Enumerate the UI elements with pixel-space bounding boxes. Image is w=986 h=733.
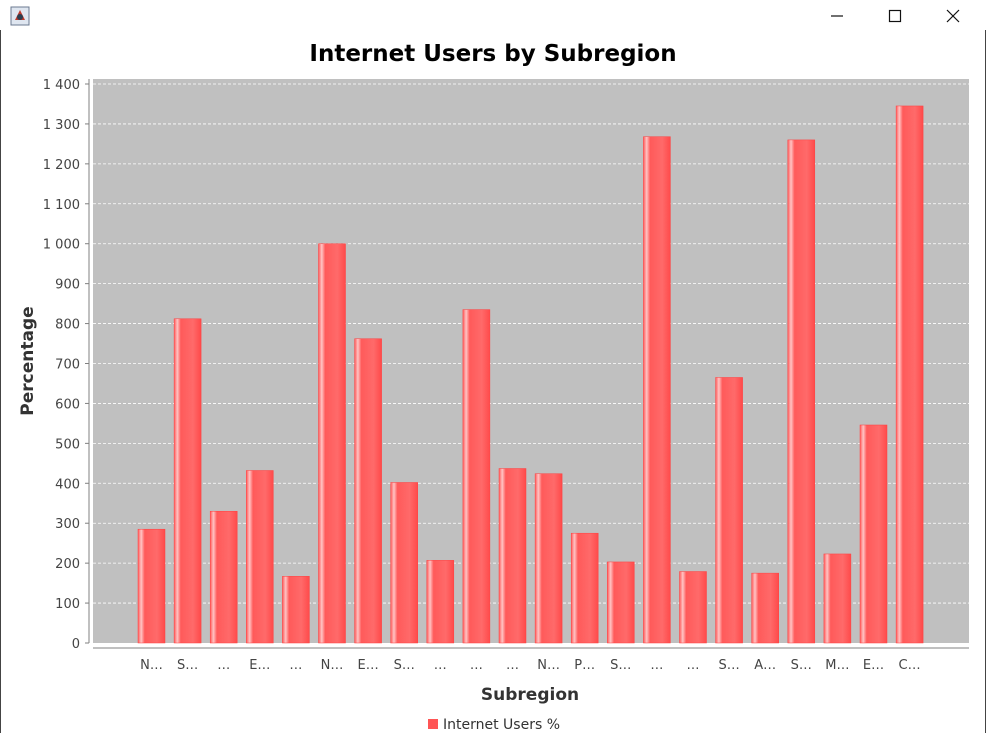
window-left-border bbox=[0, 30, 1, 733]
x-axis-ticks: N… S… … E… … N… E… S… … … … N… P… S… … … S… A… S… M… E… C… bbox=[140, 658, 921, 673]
plot-area bbox=[93, 79, 969, 643]
close-button[interactable] bbox=[924, 0, 982, 32]
maximize-icon bbox=[888, 9, 902, 23]
bar[interactable] bbox=[137, 528, 166, 644]
x-tick-label: N… bbox=[140, 658, 163, 673]
y-tick-label: 100 bbox=[55, 597, 80, 612]
bar[interactable] bbox=[354, 338, 382, 644]
x-tick-label: … bbox=[506, 658, 519, 673]
minimize-icon bbox=[831, 15, 843, 17]
x-tick-label: E… bbox=[357, 658, 378, 673]
x-tick-label: S… bbox=[394, 658, 415, 673]
bar[interactable] bbox=[751, 572, 779, 644]
y-tick-label: 900 bbox=[55, 278, 80, 293]
y-tick-label: 1 300 bbox=[43, 118, 80, 133]
x-tick-label: N… bbox=[321, 658, 344, 673]
bar[interactable] bbox=[679, 571, 707, 644]
x-tick-label: … bbox=[687, 658, 700, 673]
legend-swatch bbox=[428, 719, 438, 729]
x-tick-label: S… bbox=[791, 658, 812, 673]
y-tick-label: 300 bbox=[55, 517, 80, 532]
y-axis-ticks: 0 100 200 300 400 500 600 700 800 900 1 000 1 100 1 … bbox=[43, 78, 89, 652]
x-tick-label: … bbox=[217, 658, 230, 673]
gridlines bbox=[93, 83, 969, 604]
bar[interactable] bbox=[643, 136, 671, 644]
y-tick-label: 0 bbox=[72, 637, 80, 652]
title-bar[interactable] bbox=[0, 0, 986, 32]
y-tick-label: 1 400 bbox=[43, 78, 80, 93]
x-tick-label: A… bbox=[754, 658, 776, 673]
x-tick-label: … bbox=[470, 658, 483, 673]
x-tick-label: P… bbox=[574, 658, 595, 673]
x-tick-label: … bbox=[650, 658, 663, 673]
y-tick-label: 200 bbox=[55, 557, 80, 572]
bar[interactable] bbox=[895, 105, 924, 644]
bar[interactable] bbox=[823, 553, 852, 644]
x-tick-label: E… bbox=[249, 658, 270, 673]
x-tick-label: N… bbox=[537, 658, 560, 673]
x-tick-label: C… bbox=[899, 658, 921, 673]
minimize-button[interactable] bbox=[808, 0, 866, 32]
bar[interactable] bbox=[318, 243, 346, 644]
y-tick-label: 400 bbox=[55, 477, 80, 492]
bar[interactable] bbox=[282, 576, 310, 644]
y-tick-label: 1 000 bbox=[43, 238, 80, 253]
chart-title: Internet Users by Subregion bbox=[309, 41, 676, 67]
bar[interactable] bbox=[607, 561, 635, 644]
y-axis-label: Percentage bbox=[18, 306, 38, 415]
bar[interactable] bbox=[715, 377, 743, 644]
legend-label: Internet Users % bbox=[443, 717, 560, 733]
bar[interactable] bbox=[390, 482, 418, 644]
maximize-button[interactable] bbox=[866, 0, 924, 32]
x-tick-label: S… bbox=[177, 658, 198, 673]
y-tick-label: 1 100 bbox=[43, 198, 80, 213]
x-tick-label: S… bbox=[610, 658, 631, 673]
bar[interactable] bbox=[859, 424, 888, 644]
bar[interactable] bbox=[209, 510, 238, 644]
bar[interactable] bbox=[246, 470, 274, 644]
bar[interactable] bbox=[570, 532, 599, 644]
y-tick-label: 1 200 bbox=[43, 158, 80, 173]
bar[interactable] bbox=[426, 560, 455, 644]
java-app-icon bbox=[10, 6, 30, 26]
bar[interactable] bbox=[498, 468, 527, 644]
y-tick-label: 600 bbox=[55, 397, 80, 412]
x-tick-label: S… bbox=[718, 658, 739, 673]
x-tick-label: M… bbox=[825, 658, 849, 673]
legend: Internet Users % bbox=[428, 717, 560, 733]
bars bbox=[137, 105, 924, 644]
y-tick-label: 500 bbox=[55, 437, 80, 452]
x-tick-label: … bbox=[434, 658, 447, 673]
bar[interactable] bbox=[462, 309, 491, 644]
close-icon bbox=[946, 9, 960, 23]
y-tick-label: 800 bbox=[55, 318, 80, 333]
y-tick-label: 700 bbox=[55, 358, 80, 373]
x-axis-label: Subregion bbox=[481, 685, 579, 705]
x-tick-label: … bbox=[289, 658, 302, 673]
x-tick-label: E… bbox=[863, 658, 884, 673]
bar[interactable] bbox=[787, 139, 816, 644]
bar[interactable] bbox=[534, 473, 563, 644]
bar[interactable] bbox=[173, 318, 202, 644]
